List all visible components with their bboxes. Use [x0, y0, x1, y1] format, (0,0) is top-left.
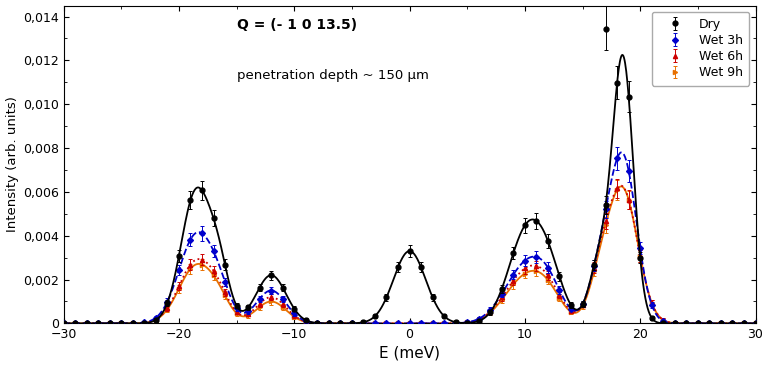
- X-axis label: E (meV): E (meV): [379, 346, 440, 361]
- Text: Q = (- 1 0 13.5): Q = (- 1 0 13.5): [237, 18, 357, 32]
- Legend: Dry, Wet 3h, Wet 6h, Wet 9h: Dry, Wet 3h, Wet 6h, Wet 9h: [651, 12, 749, 86]
- Y-axis label: Intensity (arb. units): Intensity (arb. units): [5, 97, 18, 232]
- Text: penetration depth ~ 150 μm: penetration depth ~ 150 μm: [237, 69, 428, 82]
